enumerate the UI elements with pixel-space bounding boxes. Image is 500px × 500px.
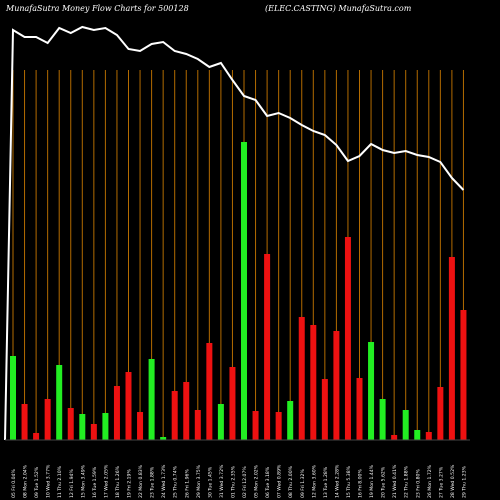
x-tick-label: 14 Wed 2.28%: [334, 464, 340, 498]
x-tick-label: 23 Tue 1.88%: [150, 466, 156, 498]
chart-title: MunafaSutra Money Flow Charts for 500128: [6, 4, 189, 13]
bar: [252, 411, 259, 440]
x-tick-label: 02 Fri 12.07%: [242, 466, 248, 498]
x-tick-label: 18 Thu 1.26%: [115, 465, 121, 498]
x-tick-label: 19 Mon 1.44%: [369, 464, 375, 498]
bar: [137, 412, 144, 440]
bar: [310, 325, 317, 440]
bar: [79, 414, 86, 440]
x-tick-label: 26 Fri 1.96%: [184, 469, 190, 498]
bar: [344, 237, 351, 440]
x-tick-label: 11 Thu 2.10%: [57, 465, 63, 498]
bar: [402, 410, 409, 440]
bar: [391, 435, 398, 440]
bar: [368, 342, 375, 440]
x-tick-label: 31 Wed 3.72%: [219, 464, 225, 498]
bar: [460, 310, 467, 440]
x-tick-label: 20 Tue 5.62%: [381, 466, 387, 498]
x-tick-label: 06 Tue 3.18%: [265, 466, 271, 498]
x-tick-label: 29 Mon 3.75%: [196, 464, 202, 498]
x-tick-label: 08 Thu 2.00%: [288, 465, 294, 498]
bar: [379, 399, 386, 440]
bar: [414, 430, 421, 440]
bar: [125, 372, 132, 440]
bar: [298, 317, 305, 440]
bar: [194, 410, 201, 440]
x-tick-label: 16 Fri 8.00%: [358, 469, 364, 498]
bar: [102, 413, 109, 440]
x-tick-label: 23 Fri 0.80%: [415, 469, 421, 498]
bars: [10, 142, 467, 440]
x-tick-label: 07 Wed 0.89%: [277, 464, 283, 498]
x-tick-label: 09 Fri 1.32%: [300, 469, 306, 498]
x-tick-label: 26 Mon 1.72%: [427, 464, 433, 498]
bar: [21, 404, 28, 440]
bar: [33, 433, 40, 440]
x-tick-label: 12 Fri 1.94%: [69, 469, 75, 498]
x-tick-label: 22 Thu 1.88%: [404, 465, 410, 498]
x-tick-label: 19 Fri 2.19%: [127, 469, 133, 498]
bar: [448, 257, 455, 440]
bar: [160, 437, 167, 440]
bar: [171, 391, 178, 440]
bar: [333, 331, 340, 440]
bar: [113, 386, 120, 440]
x-tick-label: 30 Tue 1.45%: [207, 466, 213, 498]
x-tick-label: 08 Mon 2.04%: [23, 464, 29, 498]
bar: [275, 412, 282, 440]
x-tick-label: 27 Tue 3.27%: [438, 466, 444, 498]
bar: [287, 401, 294, 440]
x-tick-label: 10 Wed 3.77%: [46, 464, 52, 498]
x-tick-label: 29 Thu 1.23%: [461, 465, 467, 498]
money-flow-line: [4, 25, 465, 441]
bar: [10, 356, 16, 440]
bar: [437, 387, 444, 440]
bar: [183, 382, 190, 440]
x-tick-label: 01 Thu 2.35%: [230, 465, 236, 498]
bar: [217, 404, 224, 440]
x-tick-label: 16 Tue 1.59%: [92, 466, 98, 498]
x-tick-label: 24 Wed 1.73%: [161, 464, 167, 498]
bar: [229, 367, 236, 440]
gridlines: [12, 70, 464, 440]
bar: [264, 254, 271, 440]
bar: [44, 399, 51, 440]
chart-subtitle: (ELEC.CASTING) MunafaSutra.com: [265, 4, 412, 13]
x-tick-label: 28 Wed 0.52%: [450, 464, 456, 498]
x-tick-label: 22 Mon 0.83%: [138, 464, 144, 498]
x-tick-label: 12 Mon 3.60%: [311, 464, 317, 498]
bar: [90, 424, 97, 440]
bar: [56, 365, 63, 440]
bar: [67, 408, 74, 440]
x-tick-label: 15 Mon 3.49%: [80, 464, 86, 498]
x-tick-label: 25 Thu 0.74%: [173, 465, 179, 498]
bar: [206, 343, 213, 440]
bar: [425, 432, 432, 440]
x-tick-labels: 05 Fri 0.04% 08 Mon 2.04% 09 Tue 1.52% 10 W…: [11, 464, 467, 498]
bar: [356, 378, 363, 440]
bar: [148, 359, 155, 440]
x-tick-label: 21 Wed 0.41%: [392, 464, 398, 498]
x-tick-label: 15 Thu 5.38%: [346, 465, 352, 498]
bar: [321, 379, 328, 440]
x-tick-label: 17 Wed 2.05%: [103, 464, 109, 498]
x-tick-label: 09 Tue 1.52%: [34, 466, 40, 498]
x-tick-label: 05 Mon 2.02%: [254, 464, 260, 498]
bar: [241, 142, 247, 440]
x-tick-label: 13 Tue 1.28%: [323, 466, 329, 498]
x-tick-label: 05 Fri 0.04%: [11, 469, 17, 498]
